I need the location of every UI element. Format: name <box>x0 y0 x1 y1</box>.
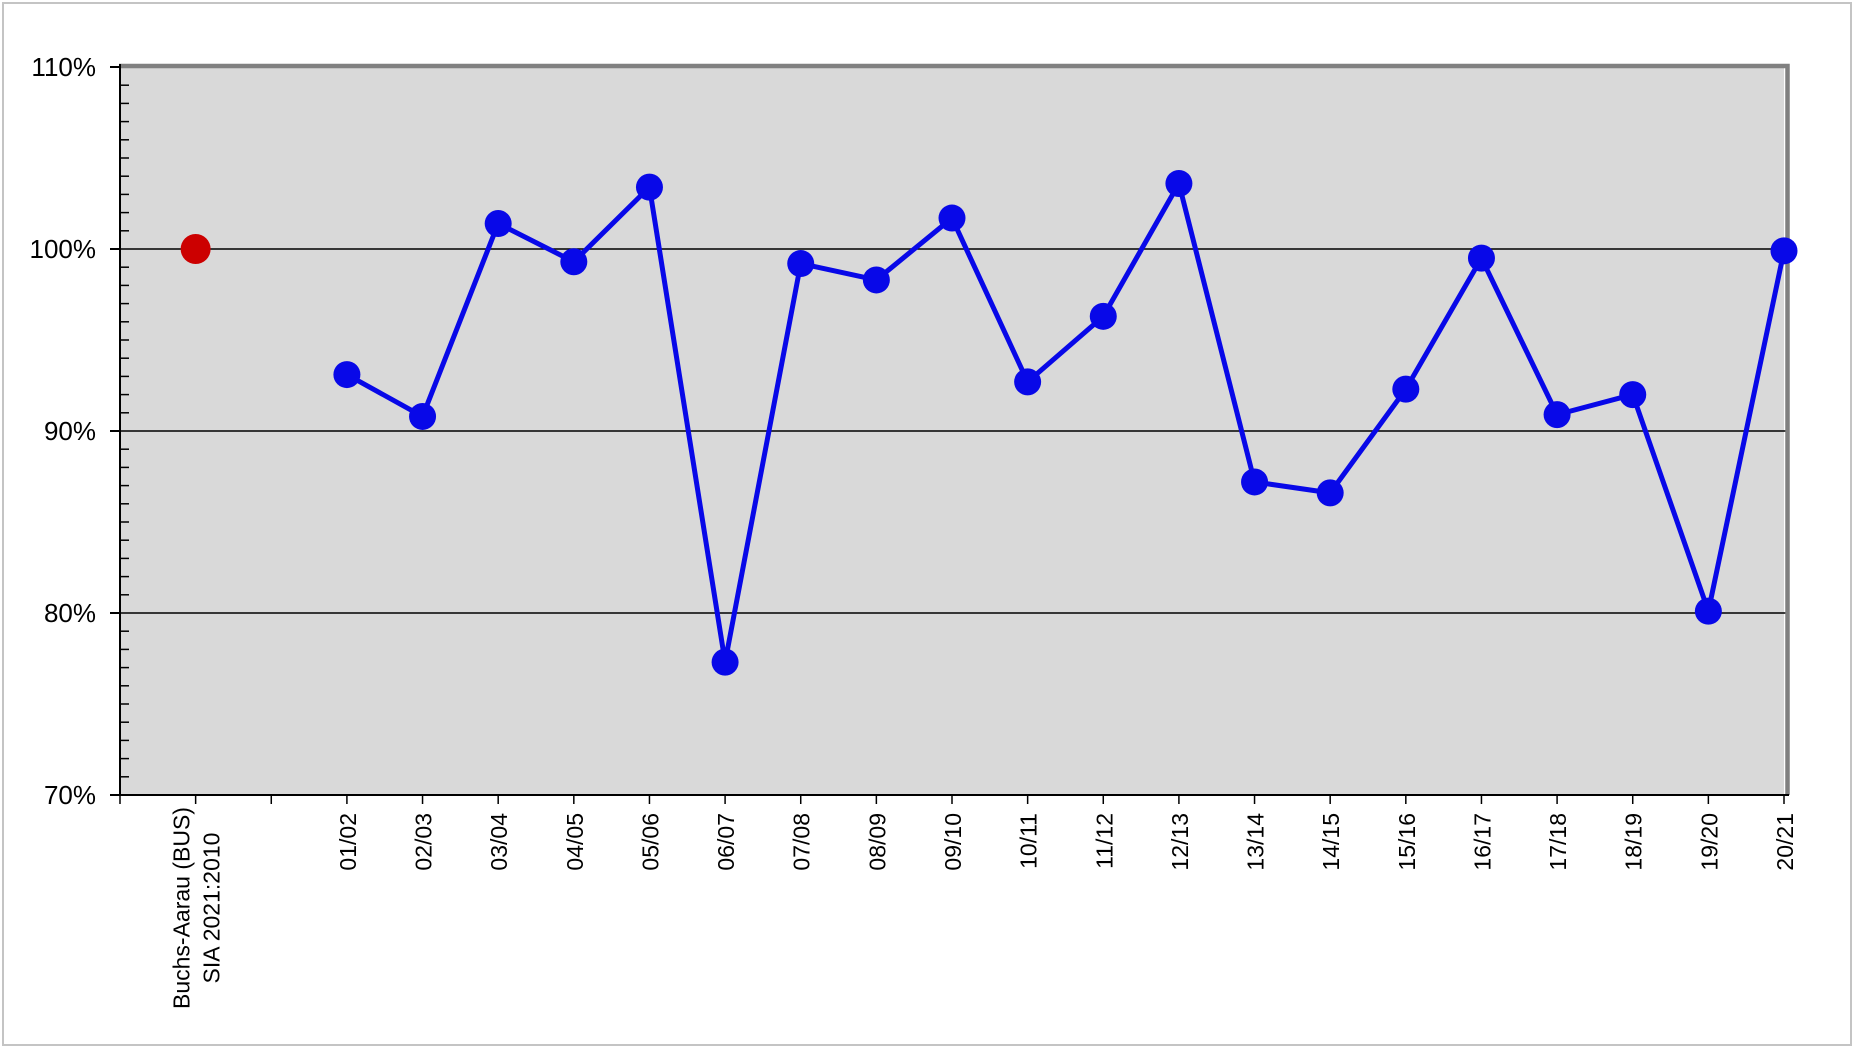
x-axis-label: 11/12 <box>1091 813 1117 869</box>
data-point <box>862 266 890 294</box>
x-axis-label: 18/19 <box>1621 813 1647 871</box>
data-point <box>409 402 437 430</box>
x-axis-label: 03/04 <box>486 813 512 871</box>
reference-label-line: Buchs-Aarau (BUS) <box>169 807 195 1009</box>
x-axis-label: 15/16 <box>1394 813 1420 871</box>
data-point <box>1165 169 1193 197</box>
y-axis-label: 70% <box>44 780 96 810</box>
plot-border <box>119 63 1790 795</box>
data-point <box>1694 597 1722 625</box>
x-axis-label: 13/14 <box>1243 813 1269 871</box>
data-point <box>1467 244 1495 272</box>
data-point <box>1241 468 1269 496</box>
data-point <box>711 648 739 676</box>
data-point <box>560 248 588 276</box>
x-axis-label: 01/02 <box>335 813 361 871</box>
x-axis-label: 19/20 <box>1696 813 1722 871</box>
data-point <box>333 361 361 389</box>
x-axis-label: 17/18 <box>1545 813 1571 871</box>
x-axis-label: 09/10 <box>940 813 966 871</box>
data-point <box>1089 302 1117 330</box>
x-axis-label: 04/05 <box>562 813 588 871</box>
y-axis-label: 80% <box>44 598 96 628</box>
x-axis-label: 16/17 <box>1469 813 1495 871</box>
x-axis-label: 14/15 <box>1318 813 1344 871</box>
data-point <box>1543 401 1571 429</box>
x-axis-label: 20/21 <box>1772 813 1798 871</box>
x-axis-label: 12/13 <box>1167 813 1193 871</box>
x-axis-label: 05/06 <box>637 813 663 871</box>
data-point <box>787 250 815 278</box>
y-axis-label: 100% <box>30 234 97 264</box>
data-point <box>1770 237 1798 265</box>
data-point <box>635 173 663 201</box>
reference-point <box>180 234 211 264</box>
x-axis-label: 08/09 <box>864 813 890 871</box>
data-point <box>1619 381 1647 409</box>
x-axis-label: 10/11 <box>1016 813 1042 869</box>
reference-label-line: SIA 2021:2010 <box>199 833 225 984</box>
series-line <box>345 180 1787 665</box>
x-axis-label: 02/03 <box>411 813 437 871</box>
data-point <box>1392 375 1420 403</box>
x-axis-label: 06/07 <box>713 813 739 871</box>
data-point <box>1316 479 1344 507</box>
y-axis-label: 110% <box>31 52 96 82</box>
data-point <box>1014 368 1042 396</box>
x-axis-label: 07/08 <box>789 813 815 871</box>
data-point <box>938 204 966 232</box>
data-point <box>484 210 512 238</box>
y-axis-label: 90% <box>44 416 96 446</box>
